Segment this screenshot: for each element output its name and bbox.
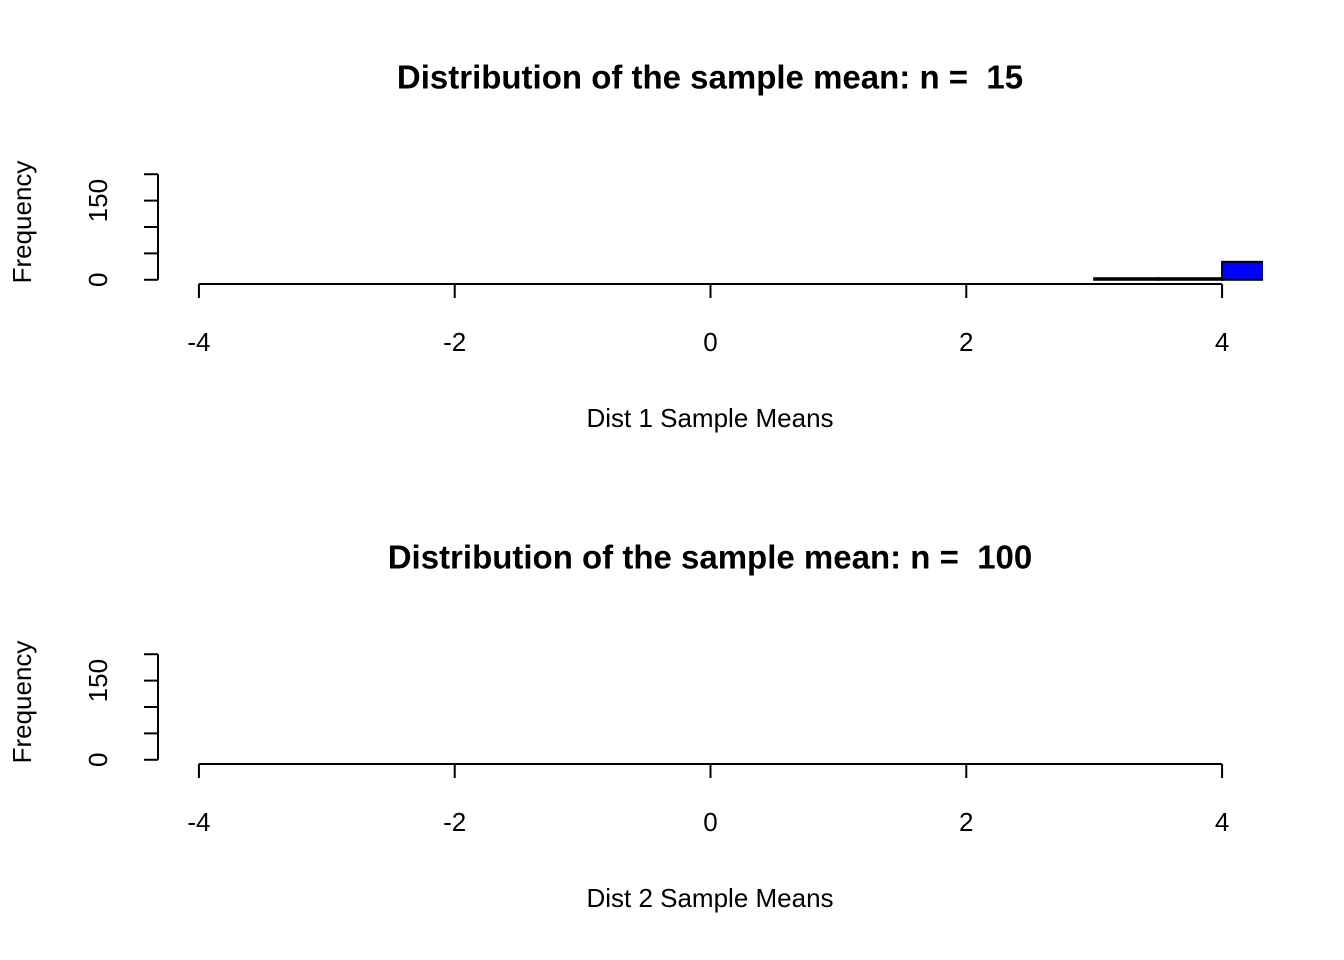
- x-tick-label: -4: [187, 807, 210, 837]
- x-tick-label: 2: [959, 807, 973, 837]
- x-axis-title: Dist 2 Sample Means: [586, 883, 833, 913]
- x-axis-title: Dist 1 Sample Means: [586, 403, 833, 433]
- bars: [1093, 260, 1263, 281]
- y-tick-label: 0: [83, 273, 113, 287]
- bar: [1157, 277, 1224, 281]
- x-tick-label: 0: [703, 807, 717, 837]
- y-tick-label: 150: [83, 659, 113, 702]
- chart-title: Distribution of the sample mean: n = 15: [397, 59, 1023, 96]
- y-axis-title: Frequency: [7, 641, 37, 764]
- y-axis-title: Frequency: [7, 161, 37, 284]
- x-tick-label: -4: [187, 327, 210, 357]
- x-tick-label: -2: [443, 327, 466, 357]
- y-tick-label: 0: [83, 753, 113, 767]
- x-tick-label: 4: [1215, 327, 1229, 357]
- bar: [1221, 260, 1263, 281]
- x-tick-label: -2: [443, 807, 466, 837]
- histogram-panel: Distribution of the sample mean: n = 15 D…: [7, 59, 1263, 433]
- bar: [1093, 277, 1160, 281]
- histogram-panel: Distribution of the sample mean: n = 100…: [7, 539, 1229, 913]
- x-tick-label: 4: [1215, 807, 1229, 837]
- y-tick-label: 150: [83, 179, 113, 222]
- x-tick-label: 0: [703, 327, 717, 357]
- chart-title: Distribution of the sample mean: n = 100: [388, 539, 1033, 576]
- x-tick-label: 2: [959, 327, 973, 357]
